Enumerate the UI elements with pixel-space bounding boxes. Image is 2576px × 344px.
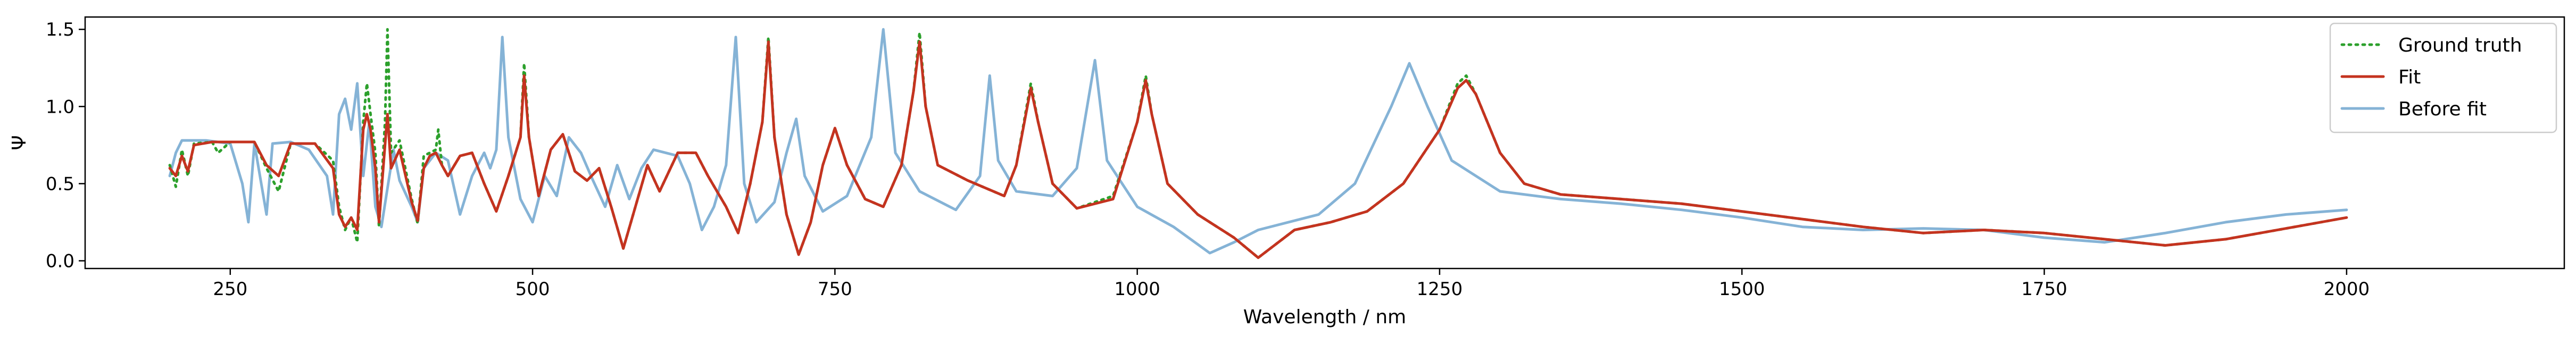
x-axis-label: Wavelength / nm <box>1243 306 1406 328</box>
series-group <box>168 28 2348 259</box>
series-line-ground-truth <box>168 28 2348 259</box>
legend: Ground truth Fit Before fit <box>2329 22 2557 133</box>
legend-label: Fit <box>2398 66 2421 88</box>
y-axis: 0.0 0.5 1.0 1.5 <box>46 19 85 272</box>
legend-label: Ground truth <box>2398 35 2522 56</box>
y-tick-label: 0.5 <box>46 173 74 195</box>
y-axis-label: Ψ <box>9 135 30 150</box>
y-tick-label: 0.0 <box>46 250 74 272</box>
x-tick-label: 1750 <box>2021 279 2067 300</box>
series-line-before-fit <box>168 28 2348 255</box>
x-tick-label: 2000 <box>2324 279 2370 300</box>
legend-frame <box>2329 22 2557 133</box>
legend-label: Before fit <box>2398 98 2487 120</box>
x-tick-label: 500 <box>516 279 550 300</box>
plot-area <box>84 16 2565 270</box>
x-tick-label: 1000 <box>1114 279 1160 300</box>
x-tick-label: 1500 <box>1719 279 1765 300</box>
x-tick-label: 1250 <box>1417 279 1463 300</box>
y-tick-label: 1.0 <box>46 96 74 118</box>
y-tick-label: 1.5 <box>46 19 74 40</box>
x-tick-label: 750 <box>818 279 852 300</box>
series-line-fit <box>168 40 2348 259</box>
x-tick-label: 250 <box>213 279 247 300</box>
x-axis: 250 500 750 1000 1250 1500 1750 2000 <box>213 269 2370 300</box>
